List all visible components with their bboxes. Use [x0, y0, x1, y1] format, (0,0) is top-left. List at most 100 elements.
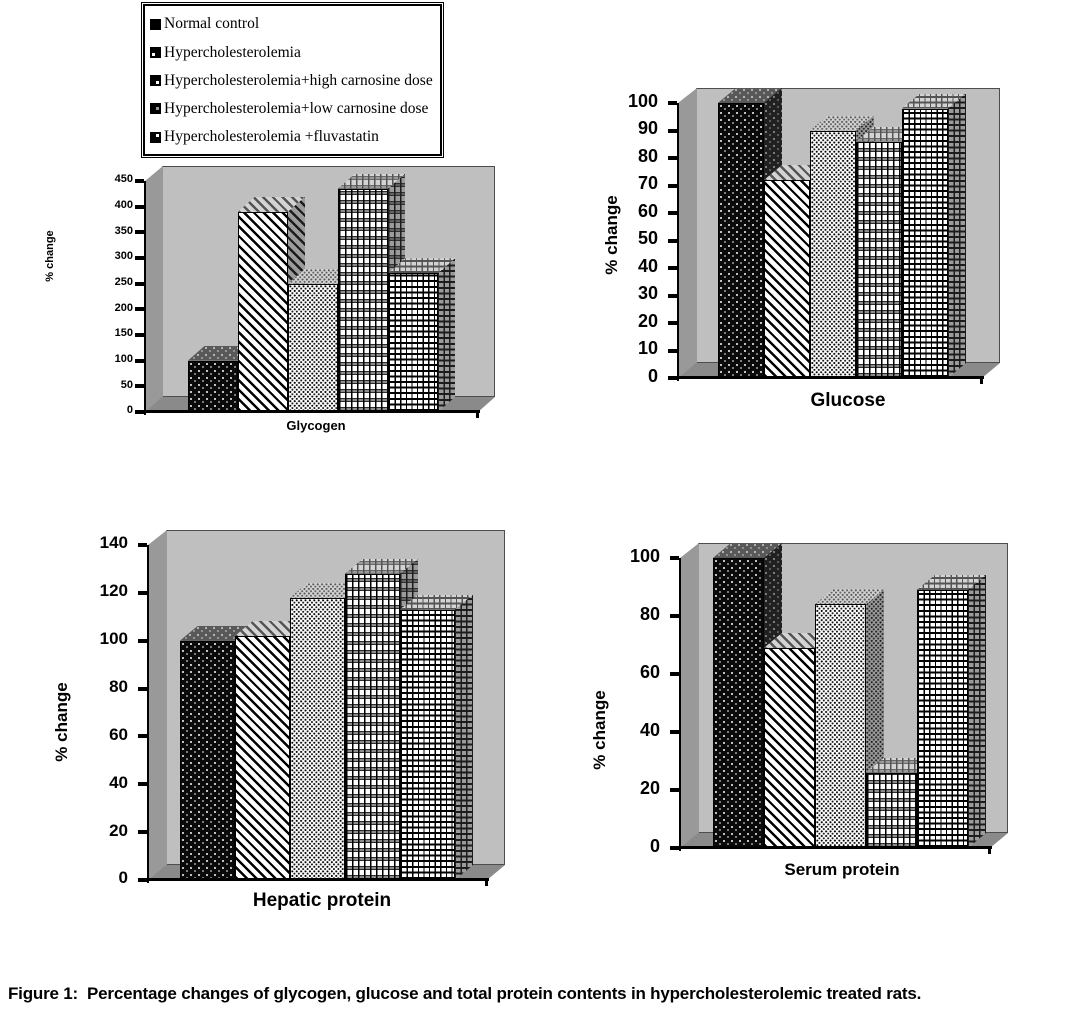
y-axis-tick	[135, 384, 144, 389]
y-axis-line	[144, 181, 146, 415]
legend-item-high-carnosine: Hypercholesterolemia+high carnosine dose	[150, 68, 436, 94]
y-axis-tick	[138, 782, 147, 787]
bar-hypercholesterolemia	[235, 635, 290, 880]
x-axis-title: Serum protein	[784, 860, 900, 879]
y-tick-label: 100	[114, 352, 133, 365]
y-axis-line	[679, 558, 681, 851]
x-axis-corner-tick	[476, 412, 479, 418]
x-axis-title: Glucose	[810, 390, 886, 411]
y-axis-tick	[668, 128, 677, 133]
bar-top-hypercholesterolemia	[235, 620, 308, 636]
legend-swatch-dashed-grid-icon	[150, 131, 161, 143]
bar-top-normal-control	[713, 543, 782, 558]
y-axis-tick	[668, 211, 677, 215]
y-axis-tick	[138, 830, 147, 835]
bar-normal-control	[713, 558, 764, 848]
legend-item-hypercholesterolemia: Hypercholesterolemia	[150, 39, 436, 65]
y-axis-tick	[668, 156, 677, 160]
bar-normal-control	[180, 640, 235, 880]
y-axis-tick	[668, 266, 677, 270]
y-axis-tick	[670, 614, 679, 618]
y-axis-tick	[670, 846, 679, 850]
y-axis-tick	[135, 358, 144, 363]
y-tick-label: 120	[99, 581, 128, 601]
figure-caption: Figure 1: Percentage changes of glycogen…	[8, 984, 922, 1003]
side-wall	[148, 530, 167, 880]
y-axis-tick	[670, 672, 679, 676]
bar-top-hypercholesterolemia-high-carnosine-dose	[290, 582, 363, 598]
y-tick-label: 140	[99, 533, 128, 553]
legend-item-fluvastatin: Hypercholesterolemia +fluvastatin	[150, 124, 436, 150]
y-axis-tick	[668, 238, 677, 243]
y-tick-label: 100	[99, 629, 128, 649]
bar-hypercholesterolemia-high-carnosine-dose	[815, 604, 866, 848]
y-tick-label: 100	[627, 90, 658, 111]
legend-item-label: Hypercholesterolemia +fluvastatin	[164, 128, 379, 146]
x-axis-title: Glycogen	[286, 418, 346, 433]
y-axis-tick	[135, 230, 144, 235]
bar-top-hypercholesterolemia-fluvastatin	[400, 594, 473, 610]
y-tick-label: 0	[126, 404, 133, 417]
y-tick-label: 40	[639, 719, 660, 740]
legend-swatch-solid-black-icon	[150, 18, 161, 30]
bar-hypercholesterolemia-fluvastatin	[917, 589, 968, 848]
y-tick-label: 90	[637, 118, 658, 139]
y-axis-tick	[670, 556, 679, 560]
bar-side-hypercholesterolemia-fluvastatin	[948, 93, 966, 378]
legend-item-label: Normal control	[164, 15, 260, 33]
bar-top-hypercholesterolemia-low-carnosine-dose	[345, 558, 418, 574]
y-axis-tick	[138, 638, 147, 643]
bar-top-hypercholesterolemia-high-carnosine-dose	[810, 115, 874, 131]
side-wall	[145, 166, 163, 412]
y-tick-label: 0	[118, 868, 128, 888]
y-tick-label: 300	[114, 250, 133, 263]
x-axis-line	[678, 846, 992, 849]
y-tick-label: 70	[637, 173, 658, 194]
bar-hypercholesterolemia-high-carnosine-dose	[810, 130, 856, 378]
y-axis-tick	[135, 333, 144, 337]
y-tick-label: 0	[649, 835, 660, 856]
legend-item-normal-control: Normal control	[150, 11, 436, 37]
y-tick-label: 80	[109, 677, 128, 697]
bar-hypercholesterolemia-fluvastatin	[902, 108, 948, 378]
bar-normal-control	[718, 103, 764, 378]
legend-item-label: Hypercholesterolemia+low carnosine dose	[164, 100, 429, 117]
y-axis-tick	[135, 307, 144, 312]
bar-hypercholesterolemia-low-carnosine-dose	[345, 573, 400, 880]
y-tick-label: 20	[109, 820, 128, 840]
bar-side-hypercholesterolemia-fluvastatin	[438, 258, 455, 412]
bar-hypercholesterolemia-low-carnosine-dose	[338, 188, 388, 412]
y-tick-label: 20	[639, 777, 660, 798]
y-tick-label: 60	[637, 200, 658, 221]
x-axis-corner-tick	[988, 848, 991, 854]
bar-hypercholesterolemia-high-carnosine-dose	[290, 597, 345, 880]
bar-top-hypercholesterolemia-low-carnosine-dose	[338, 173, 405, 189]
y-axis-tick	[135, 281, 144, 286]
bar-top-hypercholesterolemia-fluvastatin	[902, 93, 966, 109]
y-tick-label: 400	[114, 198, 133, 211]
y-axis-tick	[668, 101, 677, 105]
side-wall	[680, 543, 699, 848]
y-axis-tick	[668, 376, 677, 380]
y-tick-label: 60	[109, 724, 128, 744]
plot-area	[670, 543, 1008, 854]
y-axis-tick	[138, 543, 147, 547]
y-axis-tick	[135, 179, 144, 183]
side-wall	[678, 88, 697, 378]
plot-area	[668, 88, 1000, 384]
bar-top-hypercholesterolemia	[238, 196, 305, 212]
x-axis-corner-tick	[485, 880, 488, 886]
y-axis-tick	[668, 348, 677, 353]
legend-swatch-dense-dots-icon	[150, 75, 161, 86]
x-axis-line	[676, 376, 984, 379]
legend-swatch-plaid-grid-icon	[150, 103, 161, 115]
y-axis-tick	[138, 686, 147, 691]
y-axis-title: % change	[590, 690, 609, 770]
y-axis-tick	[668, 321, 677, 325]
y-tick-label: 60	[639, 661, 660, 682]
bar-hypercholesterolemia	[238, 211, 288, 412]
legend: Normal control Hypercholesterolemia Hype…	[141, 2, 444, 158]
plot-area	[138, 530, 505, 886]
